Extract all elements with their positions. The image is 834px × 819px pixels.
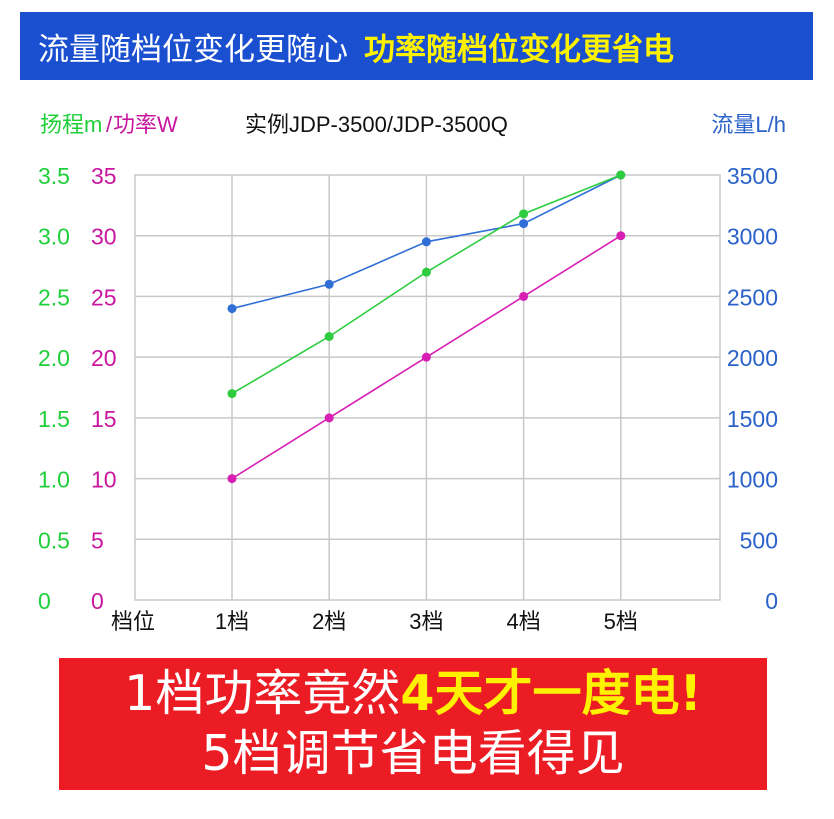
y-tick-head: 3.0 (38, 224, 70, 250)
y-tick-flow: 3500 (727, 163, 778, 189)
left-axis-label-head: 扬程m (40, 112, 102, 137)
y-tick-power: 10 (91, 467, 117, 493)
data-point-power (227, 474, 237, 484)
chart-ticks: 0 0.5 1.0 1.5 2.0 2.5 3.0 3.5 0 5 10 15 20 25 30 35 0 500… (38, 163, 778, 634)
data-point-power (519, 291, 529, 301)
data-point-flow (227, 304, 237, 314)
x-tick-label: 5档 (604, 609, 638, 634)
y-tick-flow: 0 (765, 588, 778, 614)
data-point-head (519, 209, 529, 219)
promo-line-1-highlight: 4天才一度电! (400, 665, 702, 722)
data-point-flow (324, 279, 334, 289)
x-tick-label: 3档 (409, 609, 443, 634)
left-axis-label-sep: / (106, 112, 113, 137)
data-point-head (421, 267, 431, 277)
data-point-head (324, 332, 334, 341)
y-tick-power: 20 (91, 345, 117, 371)
chart-labels: 扬程m / 功率W 实例JDP-3500/JDP-3500Q 流量L/h 档位 (40, 112, 786, 634)
y-tick-flow: 1000 (727, 467, 778, 493)
y-tick-flow: 500 (740, 527, 778, 553)
data-point-power (421, 352, 431, 362)
y-tick-power: 25 (91, 284, 117, 310)
y-tick-flow: 2500 (727, 284, 778, 310)
y-tick-flow: 3000 (727, 224, 778, 250)
y-tick-flow: 2000 (727, 345, 778, 371)
y-tick-head: 3.5 (38, 163, 70, 189)
data-point-power (324, 413, 334, 423)
y-tick-head: 1.5 (38, 406, 70, 432)
top-banner: 流量随档位变化更随心 功率随档位变化更省电 (20, 12, 813, 80)
banner-power-text: 功率随档位变化更省电 (364, 31, 674, 68)
x-tick-label: 4档 (506, 609, 540, 634)
y-tick-head: 2.0 (38, 345, 70, 371)
data-point-power (616, 231, 626, 241)
right-axis-label: 流量L/h (711, 112, 786, 137)
left-axis-label-power: 功率W (113, 112, 178, 137)
promo-line-1: 1档功率竟然4天才一度电! (59, 664, 767, 724)
y-tick-head: 0 (38, 588, 51, 614)
chart-title: 实例JDP-3500/JDP-3500Q (245, 112, 508, 137)
y-tick-head: 2.5 (38, 284, 70, 310)
banner-flow-text: 流量随档位变化更随心 (38, 31, 348, 68)
y-tick-power: 30 (91, 224, 117, 250)
performance-chart: 扬程m / 功率W 实例JDP-3500/JDP-3500Q 流量L/h 档位 … (38, 112, 786, 634)
data-point-flow (421, 237, 431, 247)
y-tick-head: 1.0 (38, 467, 70, 493)
data-point-head (227, 389, 237, 399)
x-axis-label: 档位 (111, 609, 155, 634)
chart-grid (134, 174, 721, 601)
data-point-flow (519, 219, 529, 229)
x-tick-label: 1档 (215, 609, 249, 634)
promo-line-1-prefix: 1档功率竟然 (124, 665, 401, 722)
y-tick-power: 15 (91, 406, 117, 432)
y-tick-head: 0.5 (38, 527, 70, 553)
data-point-head (616, 170, 626, 180)
plot-frame (134, 174, 721, 601)
promo-line-2: 5档调节省电看得见 (201, 725, 625, 782)
y-tick-power: 35 (91, 163, 117, 189)
y-tick-power: 5 (91, 527, 104, 553)
x-tick-label: 2档 (312, 609, 346, 634)
y-tick-power: 0 (91, 588, 104, 614)
chart-series (227, 170, 626, 484)
promo-footer: 1档功率竟然4天才一度电! 5档调节省电看得见 (59, 658, 767, 790)
y-tick-flow: 1500 (727, 406, 778, 432)
